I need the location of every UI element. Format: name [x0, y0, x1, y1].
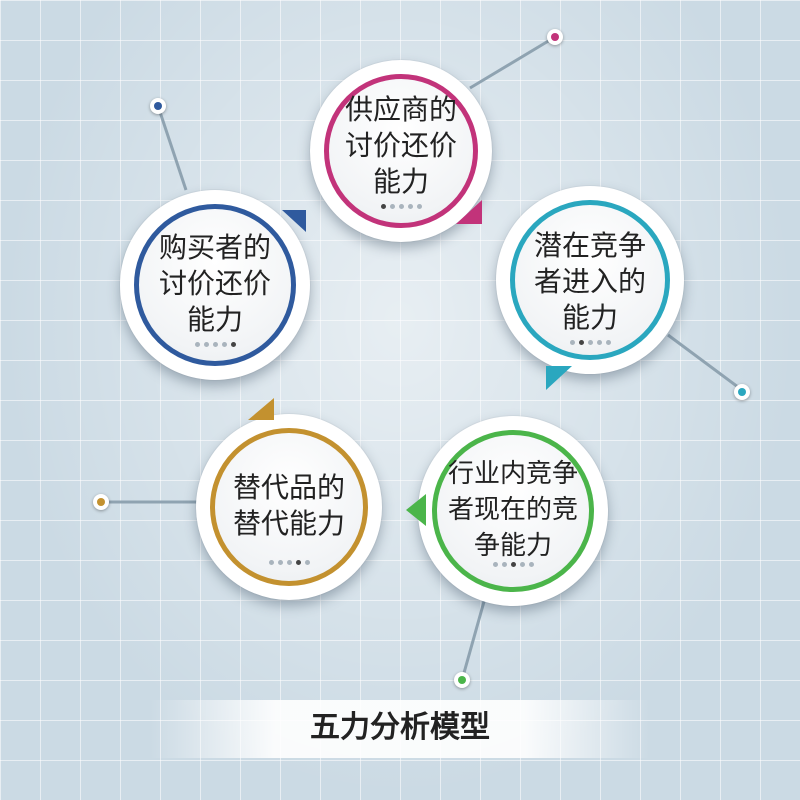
pager-dot	[519, 562, 525, 567]
pager-dot	[407, 204, 413, 209]
ring-supplier	[324, 74, 478, 228]
ring-rivalry	[432, 430, 594, 592]
endpoint-dot-rivalry	[454, 672, 470, 688]
pager-dot	[194, 342, 200, 347]
label-rivalry: 行业内竞争 者现在的竞 争能力	[447, 459, 578, 561]
connector-rivalry	[460, 597, 487, 681]
pager-dot	[389, 204, 395, 209]
pager-dot	[605, 340, 611, 345]
tail-supplier	[456, 200, 482, 224]
pager-dots-supplier	[310, 204, 492, 209]
pager-dot	[268, 560, 274, 565]
pager-dot	[230, 342, 236, 347]
pager-dots-substitutes	[196, 560, 382, 565]
tail-substitutes	[248, 398, 274, 420]
label-entrants: 潜在竞争 者进入的 能力	[533, 229, 646, 334]
tail-entrants	[546, 366, 572, 390]
connector-supplier	[469, 35, 556, 90]
tail-rivalry	[406, 494, 426, 526]
pager-dot	[528, 562, 534, 567]
force-substitutes[interactable]: 替代品的 替代能力	[196, 414, 382, 600]
pager-dot	[380, 204, 386, 209]
pager-dot	[304, 560, 310, 565]
pager-dot	[492, 562, 498, 567]
ring-buyers	[134, 204, 296, 366]
endpoint-dot-supplier	[547, 29, 563, 45]
force-rivalry[interactable]: 行业内竞争 者现在的竞 争能力	[418, 416, 608, 606]
pager-dot	[510, 562, 516, 567]
endpoint-dot-entrants	[734, 384, 750, 400]
pager-dots-rivalry	[418, 562, 608, 567]
endpoint-dot-buyers	[150, 98, 166, 114]
pager-dot	[569, 340, 575, 345]
endpoint-dot-substitutes	[93, 494, 109, 510]
force-entrants[interactable]: 潜在竞争 者进入的 能力	[496, 186, 684, 374]
pager-dots-entrants	[496, 340, 684, 345]
pager-dot	[295, 560, 301, 565]
tail-buyers	[282, 210, 306, 232]
pager-dot	[501, 562, 507, 567]
ring-entrants	[510, 200, 670, 360]
pager-dot	[221, 342, 227, 347]
pager-dot	[286, 560, 292, 565]
pager-dot	[203, 342, 209, 347]
pager-dot	[578, 340, 584, 345]
title-banner: 五力分析模型	[150, 700, 650, 758]
connector-buyers	[156, 105, 188, 191]
pager-dot	[398, 204, 404, 209]
pager-dot	[416, 204, 422, 209]
pager-dot	[587, 340, 593, 345]
label-supplier: 供应商的 讨价还价 能力	[344, 93, 457, 198]
diagram-title: 五力分析模型	[310, 710, 490, 745]
ring-substitutes	[210, 428, 368, 586]
pager-dot	[596, 340, 602, 345]
connector-entrants	[667, 333, 743, 392]
pager-dot	[212, 342, 218, 347]
label-buyers: 购买者的 讨价还价 能力	[158, 231, 271, 336]
pager-dot	[277, 560, 283, 565]
label-substitutes: 替代品的 替代能力	[232, 471, 345, 540]
force-buyers[interactable]: 购买者的 讨价还价 能力	[120, 190, 310, 380]
pager-dots-buyers	[120, 342, 310, 347]
